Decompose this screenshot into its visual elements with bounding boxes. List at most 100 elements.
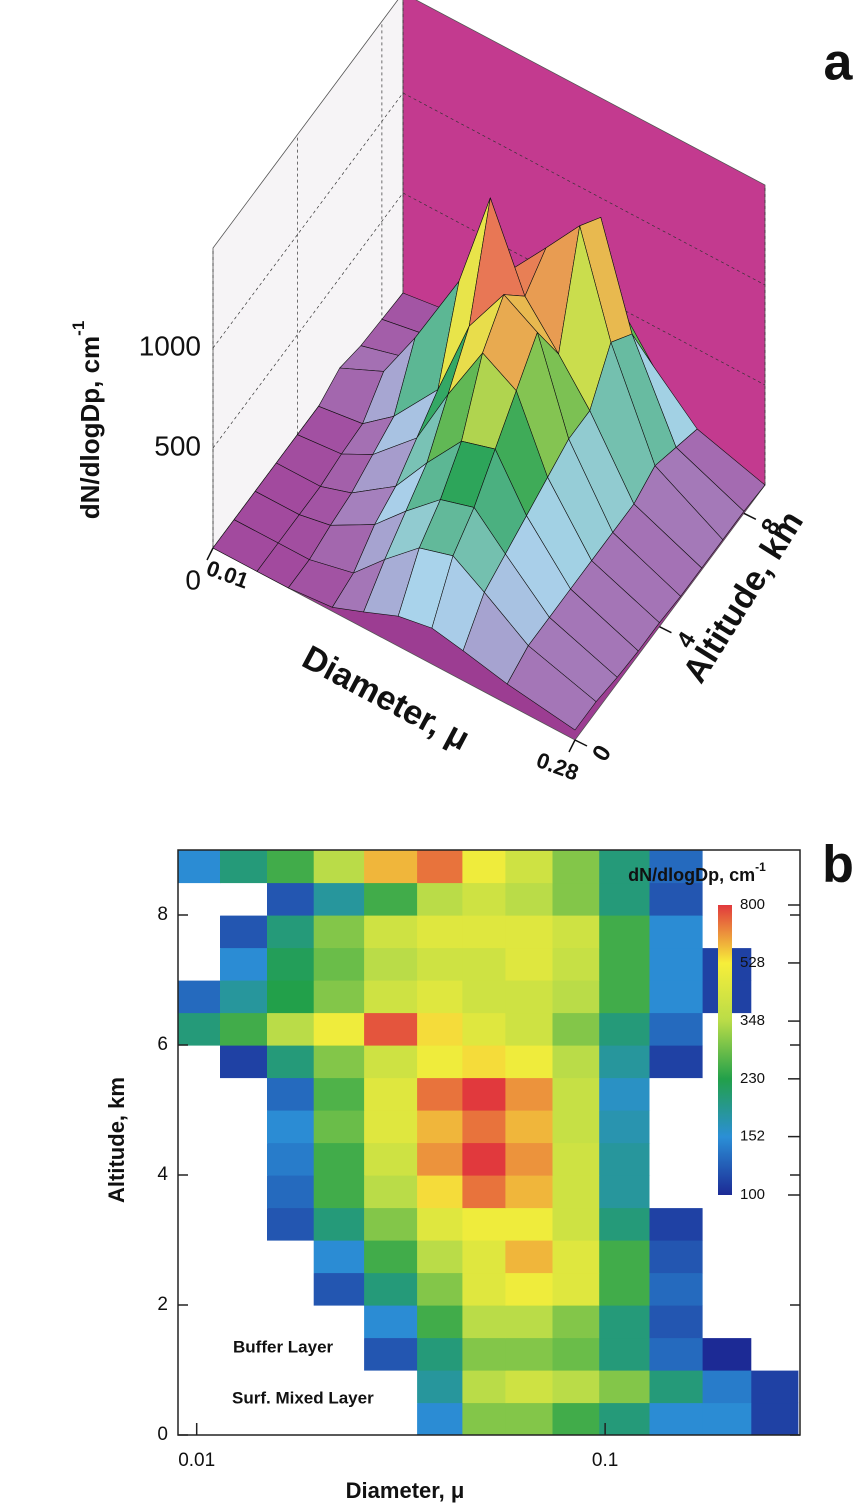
contour-cell	[462, 1337, 507, 1371]
contour-cell	[220, 1175, 268, 1209]
contour-cell	[552, 1012, 600, 1046]
contour-cell	[462, 1402, 507, 1435]
colorbar-tick-label: 800	[740, 896, 765, 913]
contour-cell	[649, 1142, 704, 1176]
plot-frame	[177, 849, 801, 1436]
contour-cell	[220, 882, 268, 916]
contour-cell	[462, 1142, 507, 1176]
contour-cell	[364, 1142, 418, 1176]
contour-cell	[462, 1272, 507, 1306]
contour-cell	[552, 1142, 600, 1176]
contour-cell	[599, 1175, 651, 1209]
contour-cell	[267, 1207, 315, 1241]
contour-cell	[364, 947, 418, 981]
contour-cell	[267, 1045, 315, 1079]
contour-cell	[364, 1207, 418, 1241]
contour-cell	[505, 1110, 554, 1144]
contour-cell	[313, 1305, 365, 1339]
contour-cell	[364, 1370, 418, 1404]
contour-cell	[505, 1175, 554, 1209]
x-tick-label: 0.1	[592, 1450, 618, 1471]
contour-cell	[417, 1240, 463, 1274]
contour-cell	[220, 915, 268, 949]
contour-cell	[649, 1045, 704, 1079]
contour-cell	[178, 980, 221, 1014]
contour-cell	[462, 1077, 507, 1111]
contour-cell	[267, 1077, 315, 1111]
contour-cell	[267, 1305, 315, 1339]
contour-cell	[220, 1077, 268, 1111]
contour-cell	[599, 1012, 651, 1046]
contour-cell	[599, 1402, 651, 1435]
contour-cell	[702, 1305, 752, 1339]
colorbar	[718, 905, 732, 1195]
contour-cell	[599, 1045, 651, 1079]
contour-cell	[364, 1337, 418, 1371]
contour-cell	[552, 850, 600, 884]
contour-cell	[178, 1402, 221, 1435]
contour-cell	[178, 1142, 221, 1176]
contour-cell	[649, 1175, 704, 1209]
y-tick	[659, 625, 672, 634]
contour-cell	[751, 1240, 799, 1274]
contour-cell	[267, 1012, 315, 1046]
contour-cell	[220, 980, 268, 1014]
y-tick	[574, 739, 588, 747]
contour-cell	[178, 915, 221, 949]
contour-cell	[649, 1370, 704, 1404]
contour-cell	[702, 1370, 752, 1404]
contour-cell	[364, 1272, 418, 1306]
contour-cell	[462, 980, 507, 1014]
contour-cell	[462, 1240, 507, 1274]
x-tick	[568, 739, 576, 753]
contour-cell	[417, 1012, 463, 1046]
contour-cell	[505, 1272, 554, 1306]
contour-cell	[220, 1370, 268, 1404]
contour-cell	[751, 915, 799, 949]
colorbar-tick-label: 152	[740, 1128, 765, 1145]
contour-cell	[649, 882, 704, 916]
contour-cell	[552, 1337, 600, 1371]
colorbar-tick-label: 100	[740, 1186, 765, 1203]
contour-cell	[178, 1012, 221, 1046]
contour-cell	[220, 1045, 268, 1079]
contour-cell	[178, 1045, 221, 1079]
contour-cell	[462, 882, 507, 916]
contour-cell	[267, 1240, 315, 1274]
contour-cell	[364, 1240, 418, 1274]
contour-cell	[751, 947, 799, 981]
z-axis-label: dN/dlogDp, cm-1	[69, 321, 104, 520]
contour-cell	[462, 850, 507, 884]
colorbar-title-text: dN/dlogDp, cm	[628, 865, 755, 885]
contour-cell	[599, 947, 651, 981]
contour-cell	[702, 850, 752, 884]
colorbar-title-sup: -1	[755, 860, 766, 874]
contour-cell	[505, 1337, 554, 1371]
contour-cell	[649, 1402, 704, 1435]
annotation: Buffer Layer	[233, 1337, 334, 1356]
contour-cell	[552, 1077, 600, 1111]
contour-cell	[702, 1272, 752, 1306]
contour-cell	[417, 1077, 463, 1111]
contour-cell	[599, 882, 651, 916]
panel-b: 0 2 4 6 8 0.01 0.1 100 152 230 348 528 800 dN/dlogDp,…	[104, 836, 854, 1503]
y-tick-label: 0	[157, 1424, 168, 1445]
contour-cell	[505, 1142, 554, 1176]
contour-cell	[313, 1207, 365, 1241]
contour-cell	[505, 1402, 554, 1435]
contour-cell	[417, 1337, 463, 1371]
contour-cell	[364, 1045, 418, 1079]
contour-cell	[751, 1077, 799, 1111]
contour-cell	[220, 947, 268, 981]
contour-cell	[417, 1142, 463, 1176]
z-tick-label: 0	[185, 564, 201, 595]
colorbar-tick-label: 528	[740, 954, 765, 971]
contour-cell	[178, 1272, 221, 1306]
contour-cell	[599, 850, 651, 884]
contour-cell	[599, 1305, 651, 1339]
contour-cell	[364, 882, 418, 916]
contour-cell	[313, 1402, 365, 1435]
contour-cell	[599, 1110, 651, 1144]
